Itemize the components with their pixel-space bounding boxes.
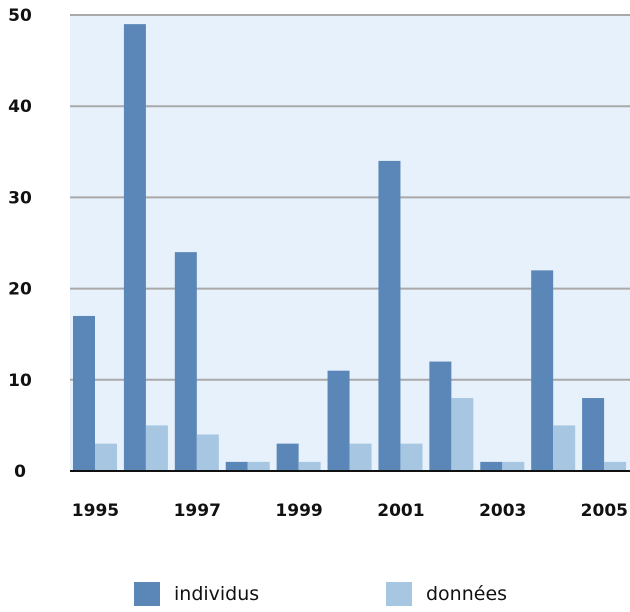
bar-individus-2004 — [531, 270, 554, 471]
bar-individus-1995 — [73, 315, 95, 471]
bars — [73, 24, 627, 472]
legend-swatch-donnees — [386, 582, 412, 606]
bar-donnees-2000 — [349, 443, 372, 471]
bar-individus-2003 — [480, 461, 503, 471]
bar-donnees-1999 — [298, 461, 321, 471]
bar-donnees-1995 — [95, 443, 117, 471]
y-tick-label: 50 — [8, 6, 32, 26]
legend-item-individus: individus — [134, 582, 259, 606]
bar-individus-1998 — [225, 461, 248, 471]
bar-donnees-2004 — [553, 425, 576, 471]
bar-donnees-1996 — [145, 425, 168, 471]
y-tick-label: 0 — [14, 462, 26, 482]
legend-label-donnees: données — [426, 583, 508, 605]
x-tick-label: 1999 — [275, 501, 322, 521]
x-tick-label: 1995 — [72, 501, 119, 521]
x-tick-label: 2003 — [479, 501, 526, 521]
bar-individus-2000 — [327, 370, 350, 471]
bar-donnees-1997 — [196, 434, 219, 471]
bar-individus-1997 — [174, 252, 197, 471]
bar-donnees-2002 — [451, 398, 474, 471]
y-tick-label: 30 — [8, 188, 32, 208]
legend-item-donnees: données — [386, 582, 507, 606]
legend-label-individus: individus — [174, 583, 260, 605]
bar-individus-1999 — [276, 443, 299, 471]
bar-individus-2002 — [429, 361, 452, 471]
legend-swatch-individus — [134, 582, 160, 606]
x-tick-labels: 1995 1997 1999 2001 2003 2005 — [72, 501, 628, 521]
x-tick-label: 1997 — [174, 501, 221, 521]
bar-donnees-2001 — [400, 443, 423, 471]
bar-individus-2001 — [378, 160, 401, 472]
x-tick-label: 2005 — [581, 501, 628, 521]
bar-donnees-2005 — [604, 461, 627, 471]
y-tick-label: 10 — [8, 371, 32, 391]
bar-individus-2005 — [582, 398, 605, 471]
bar-donnees-2003 — [502, 461, 525, 471]
y-tick-label: 40 — [8, 97, 32, 117]
bar-donnees-1998 — [247, 461, 270, 471]
x-tick-label: 2001 — [377, 501, 424, 521]
y-tick-label: 20 — [8, 280, 32, 300]
bar-individus-1996 — [123, 24, 146, 472]
y-tick-labels: 0 10 20 30 40 50 — [8, 6, 32, 482]
